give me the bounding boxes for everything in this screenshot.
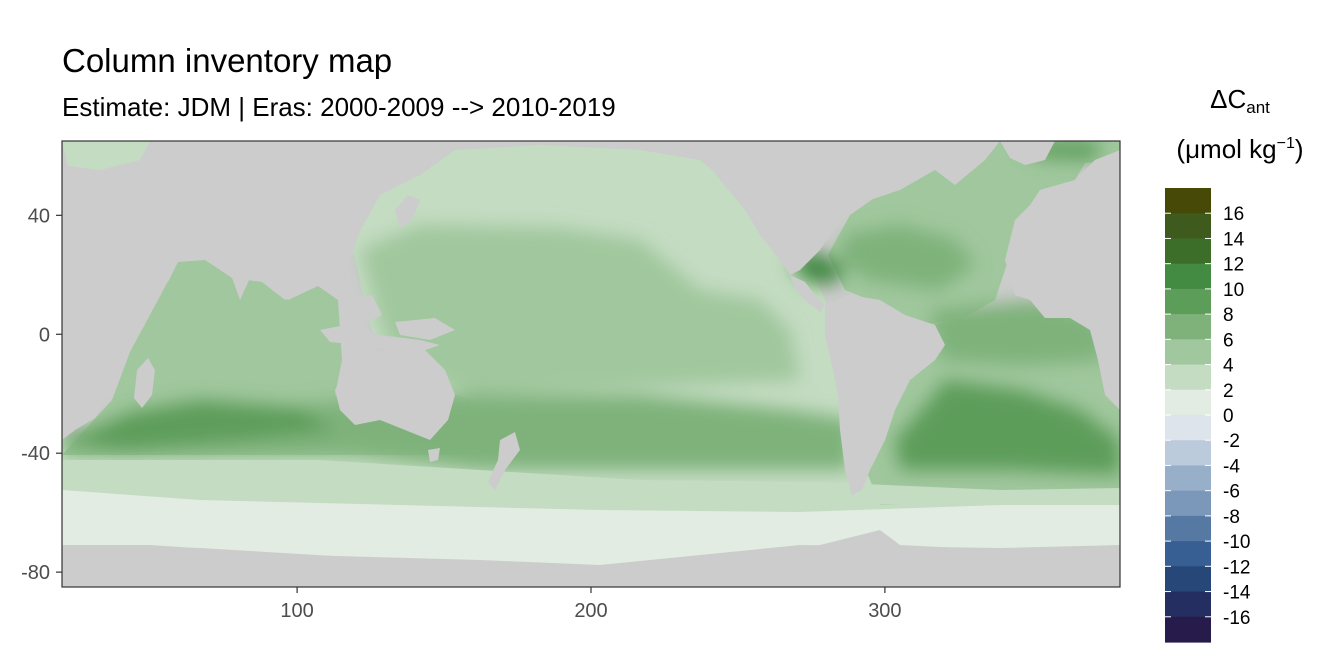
- legend-break-label: -4: [1223, 456, 1240, 477]
- band-pacific-subtropic: [380, 240, 620, 330]
- legend-swatch: [1165, 490, 1211, 517]
- legend-title-main: ΔC: [1210, 84, 1247, 114]
- land-africa: [62, 141, 190, 440]
- legend-swatch: [1165, 188, 1211, 214]
- y-axis: 40 0 -40 -80: [21, 205, 62, 584]
- legend-swatch: [1165, 616, 1211, 643]
- legend-swatch: [1165, 440, 1211, 467]
- land-nz: [488, 432, 520, 490]
- legend-swatch: [1165, 591, 1211, 618]
- y-tick-label: 0: [39, 324, 50, 346]
- legend-break-label: -16: [1223, 608, 1250, 629]
- legend-swatch: [1165, 339, 1211, 366]
- legend-break-label: -12: [1223, 557, 1250, 578]
- x-axis: 100 200 300: [280, 587, 902, 622]
- x-tick-label: 100: [280, 600, 313, 622]
- land-indonesia: [320, 325, 440, 352]
- chart-title: Column inventory map: [62, 42, 393, 79]
- band-atlantic-north-core: [840, 225, 975, 290]
- legend-unit-prefix: (μmol kg: [1176, 134, 1277, 164]
- legend-swatch: [1165, 263, 1211, 290]
- land-north-america: [700, 141, 1000, 275]
- legend-break-label: 10: [1223, 280, 1244, 301]
- legend-swatch: [1165, 213, 1211, 240]
- land-eurasia: [150, 141, 430, 300]
- legend-break-label: 14: [1223, 229, 1245, 250]
- legend-break-label: 0: [1223, 406, 1234, 427]
- ocean-field: [62, 141, 1120, 587]
- land-greenland: [1000, 141, 1055, 165]
- y-tick-label: 40: [28, 205, 50, 227]
- land-australia: [335, 345, 455, 440]
- legend-swatch: [1165, 389, 1211, 416]
- land-borneo: [348, 295, 382, 325]
- legend-break-label: 6: [1223, 330, 1234, 351]
- x-tick-label: 200: [574, 600, 607, 622]
- land-central-america: [790, 275, 825, 312]
- legend-swatch: [1165, 515, 1211, 542]
- legend-swatch: [1165, 465, 1211, 492]
- legend-unit: (μmol kg−1): [1160, 134, 1320, 165]
- y-tick-label: -40: [21, 443, 50, 465]
- legend-title: ΔCant: [1160, 84, 1320, 118]
- legend-break-label: 12: [1223, 255, 1244, 276]
- band-indian-core: [70, 400, 335, 450]
- legend-title-sub: ant: [1246, 98, 1270, 117]
- chart-subtitle: Estimate: JDM | Eras: 2000-2009 --> 2010…: [62, 92, 616, 122]
- legend-break-label: 4: [1223, 356, 1234, 377]
- land-madagascar: [134, 358, 155, 408]
- land-europe-africa-east: [1005, 150, 1120, 410]
- legend-swatch: [1165, 238, 1211, 265]
- band-antarctic-light: [62, 490, 1120, 565]
- legend-break-label: -14: [1223, 583, 1251, 604]
- legend-break-label: -2: [1223, 431, 1240, 452]
- legend-break-label: -10: [1223, 532, 1250, 553]
- legend-break-label: -6: [1223, 482, 1240, 503]
- legend-break-label: 2: [1223, 381, 1234, 402]
- band-atlantic-south-core: [895, 380, 1120, 475]
- legend-break-label: -8: [1223, 507, 1240, 528]
- legend-swatch: [1165, 566, 1211, 593]
- legend-swatch: [1165, 288, 1211, 315]
- legend-swatch: [1165, 541, 1211, 567]
- ocean-west-arctic: [62, 141, 150, 170]
- band-antarctic-mid: [62, 460, 1120, 505]
- legend-swatch: [1165, 314, 1211, 340]
- legend-unit-exp: −1: [1276, 135, 1295, 152]
- land-masses: [62, 141, 1120, 587]
- land-tasmania: [428, 448, 440, 462]
- land-antarctica: [62, 530, 1120, 587]
- x-tick-label: 300: [868, 600, 901, 622]
- land-newguinea: [395, 318, 455, 340]
- legend-swatch: [1165, 364, 1211, 391]
- land-south-america: [825, 295, 945, 495]
- legend-colorbar: 16 14 12 10 8 6 4 2 0 -2 -4 -6 -8 -10 -12 -14 -16: [1165, 188, 1251, 643]
- legend-break-label: 16: [1223, 204, 1244, 225]
- legend-break-label: 8: [1223, 305, 1234, 326]
- land-japan: [395, 195, 420, 228]
- y-tick-label: -80: [21, 562, 50, 584]
- legend-swatch: [1165, 415, 1211, 441]
- legend-unit-suffix: ): [1294, 134, 1304, 164]
